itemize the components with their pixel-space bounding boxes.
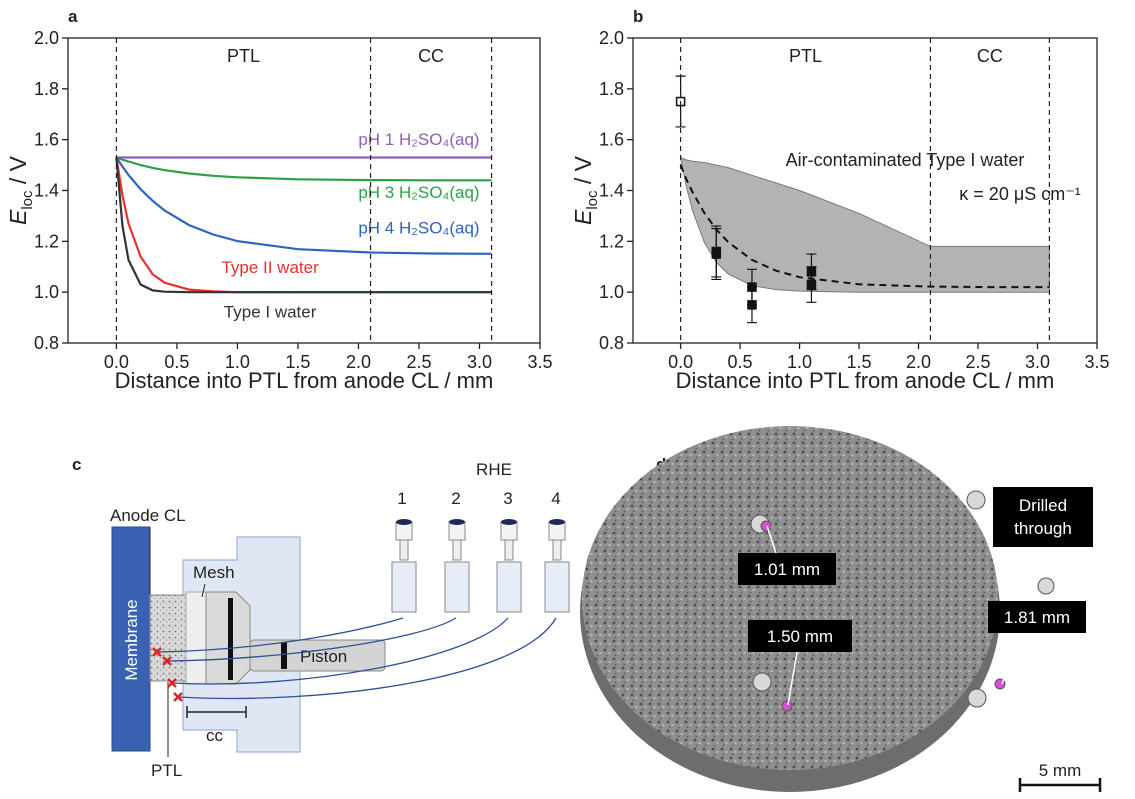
y-tick-label: 1.8: [34, 79, 59, 99]
rhe-label: RHE: [476, 460, 512, 479]
x-tick-label: 1.5: [285, 352, 310, 372]
anode-cl-label: Anode CL: [110, 506, 186, 525]
probe-marks: [152, 647, 183, 702]
x-tick-label: 3.0: [467, 352, 492, 372]
chart-panel: pH 1 H₂SO₄(aq) pH 3 H₂SO₄(aq) pH 4 H₂SO₄(a…: [5, 7, 553, 393]
x-tick-label: 1.0: [787, 352, 812, 372]
confidence-band: [679, 156, 1050, 293]
photo-label: 1.50 mm: [767, 627, 833, 646]
series-label: pH 3 H₂SO₄(aq): [358, 183, 479, 202]
x-axis-label: Distance into PTL from anode CL / mm: [676, 368, 1055, 393]
photo-label: 1.81 mm: [1004, 608, 1070, 627]
x-tick-label: 0.0: [668, 352, 693, 372]
x-axis-label: Distance into PTL from anode CL / mm: [115, 368, 494, 393]
x-tick-label: 2.0: [346, 352, 371, 372]
y-axis-subscript: loc: [584, 190, 601, 210]
cc-plate: [228, 598, 233, 680]
x-tick-label: 2.0: [906, 352, 931, 372]
electrode-number: 3: [503, 489, 512, 508]
y-axis-unit: / V: [570, 155, 596, 190]
annotation: Air-contaminated Type I water: [786, 150, 1025, 170]
x-tick-label: 2.5: [406, 352, 431, 372]
y-tick-label: 1.0: [599, 282, 624, 302]
y-axis-symbol: E: [570, 209, 596, 225]
y-tick-label: 1.0: [34, 282, 59, 302]
y-axis-label: Eloc / V: [570, 155, 601, 225]
x-tick-label: 0.5: [164, 352, 189, 372]
y-axis-subscript: loc: [19, 190, 36, 210]
cc-bracket: [186, 706, 247, 718]
data-point: [711, 249, 722, 259]
scale-bar: [1018, 778, 1102, 792]
y-tick-label: 1.6: [34, 130, 59, 150]
y-tick-label: 0.8: [34, 333, 59, 353]
electrode-number: 4: [551, 489, 560, 508]
y-tick-label: 1.4: [599, 181, 624, 201]
leader: [201, 583, 206, 598]
ptl-photo: d Drilled through 1.01 mm 1.50 mm 1.81 m…: [580, 426, 1102, 792]
label-box: [748, 620, 852, 652]
x-tick-label: 0.5: [728, 352, 753, 372]
photo-label: 1.01 mm: [754, 560, 820, 579]
region-label: CC: [977, 46, 1003, 66]
ptl-layer: [149, 594, 187, 682]
series-label: pH 4 H₂SO₄(aq): [358, 219, 479, 238]
panel-letter: b: [633, 7, 643, 26]
y-axis-label: Eloc / V: [5, 155, 36, 225]
y-tick-label: 1.2: [34, 231, 59, 251]
scale-label: 5 mm: [1039, 761, 1082, 780]
x-tick-label: 1.0: [225, 352, 250, 372]
disk: [582, 426, 998, 770]
region-label: PTL: [227, 46, 260, 66]
cell-diagram: c Membrane Piston cc Anode CL Mesh PTL: [72, 455, 570, 780]
series-line: [115, 156, 492, 255]
x-tick-label: 1.5: [847, 352, 872, 372]
label-box: [988, 601, 1086, 633]
series-label: Type I water: [224, 303, 317, 322]
x-tick-label: 3.5: [1084, 352, 1109, 372]
y-tick-label: 2.0: [34, 28, 59, 48]
x-tick-label: 3.5: [527, 352, 552, 372]
leaders: [766, 525, 1021, 706]
x-tick-label: 0.0: [104, 352, 129, 372]
series-line: [116, 156, 492, 182]
y-tick-label: 1.4: [34, 181, 59, 201]
wires: [157, 617, 557, 700]
y-tick-label: 1.2: [599, 231, 624, 251]
y-axis-unit: / V: [5, 155, 31, 190]
panel-letter: c: [72, 455, 81, 474]
series-label: Type II water: [221, 258, 319, 277]
x-tick-label: 2.5: [966, 352, 991, 372]
y-tick-label: 2.0: [599, 28, 624, 48]
membrane-label: Membrane: [122, 599, 141, 680]
data-point: [747, 300, 757, 310]
mesh-label: Mesh: [193, 563, 235, 582]
model-line: [679, 164, 1050, 289]
panel-letter: a: [68, 7, 78, 26]
series-label: pH 1 H₂SO₄(aq): [358, 130, 479, 149]
y-tick-label: 1.6: [599, 130, 624, 150]
x-tick-label: 3.0: [1025, 352, 1050, 372]
label-box: [738, 553, 836, 585]
y-tick-label: 0.8: [599, 333, 624, 353]
photo-label: through: [1014, 519, 1072, 538]
label-box: [993, 487, 1093, 547]
photo-label: Drilled: [1019, 496, 1067, 515]
cc-label: cc: [206, 726, 224, 745]
piston-bar: [281, 642, 287, 669]
electrode-number: 1: [397, 489, 406, 508]
y-tick-label: 1.8: [599, 79, 624, 99]
membrane: [111, 526, 151, 752]
electrode-number: 2: [451, 489, 460, 508]
mesh: [185, 591, 207, 685]
rhe-electrodes: [391, 519, 570, 613]
data-point: [806, 279, 817, 290]
region-label: CC: [418, 46, 444, 66]
annotation: κ = 20 μS cm⁻¹: [959, 184, 1080, 204]
chart-panel: Air-contaminated Type I water κ = 20 μS c…: [570, 7, 1110, 393]
ptl-label: PTL: [151, 761, 182, 780]
region-label: PTL: [789, 46, 822, 66]
y-axis-symbol: E: [5, 209, 31, 225]
